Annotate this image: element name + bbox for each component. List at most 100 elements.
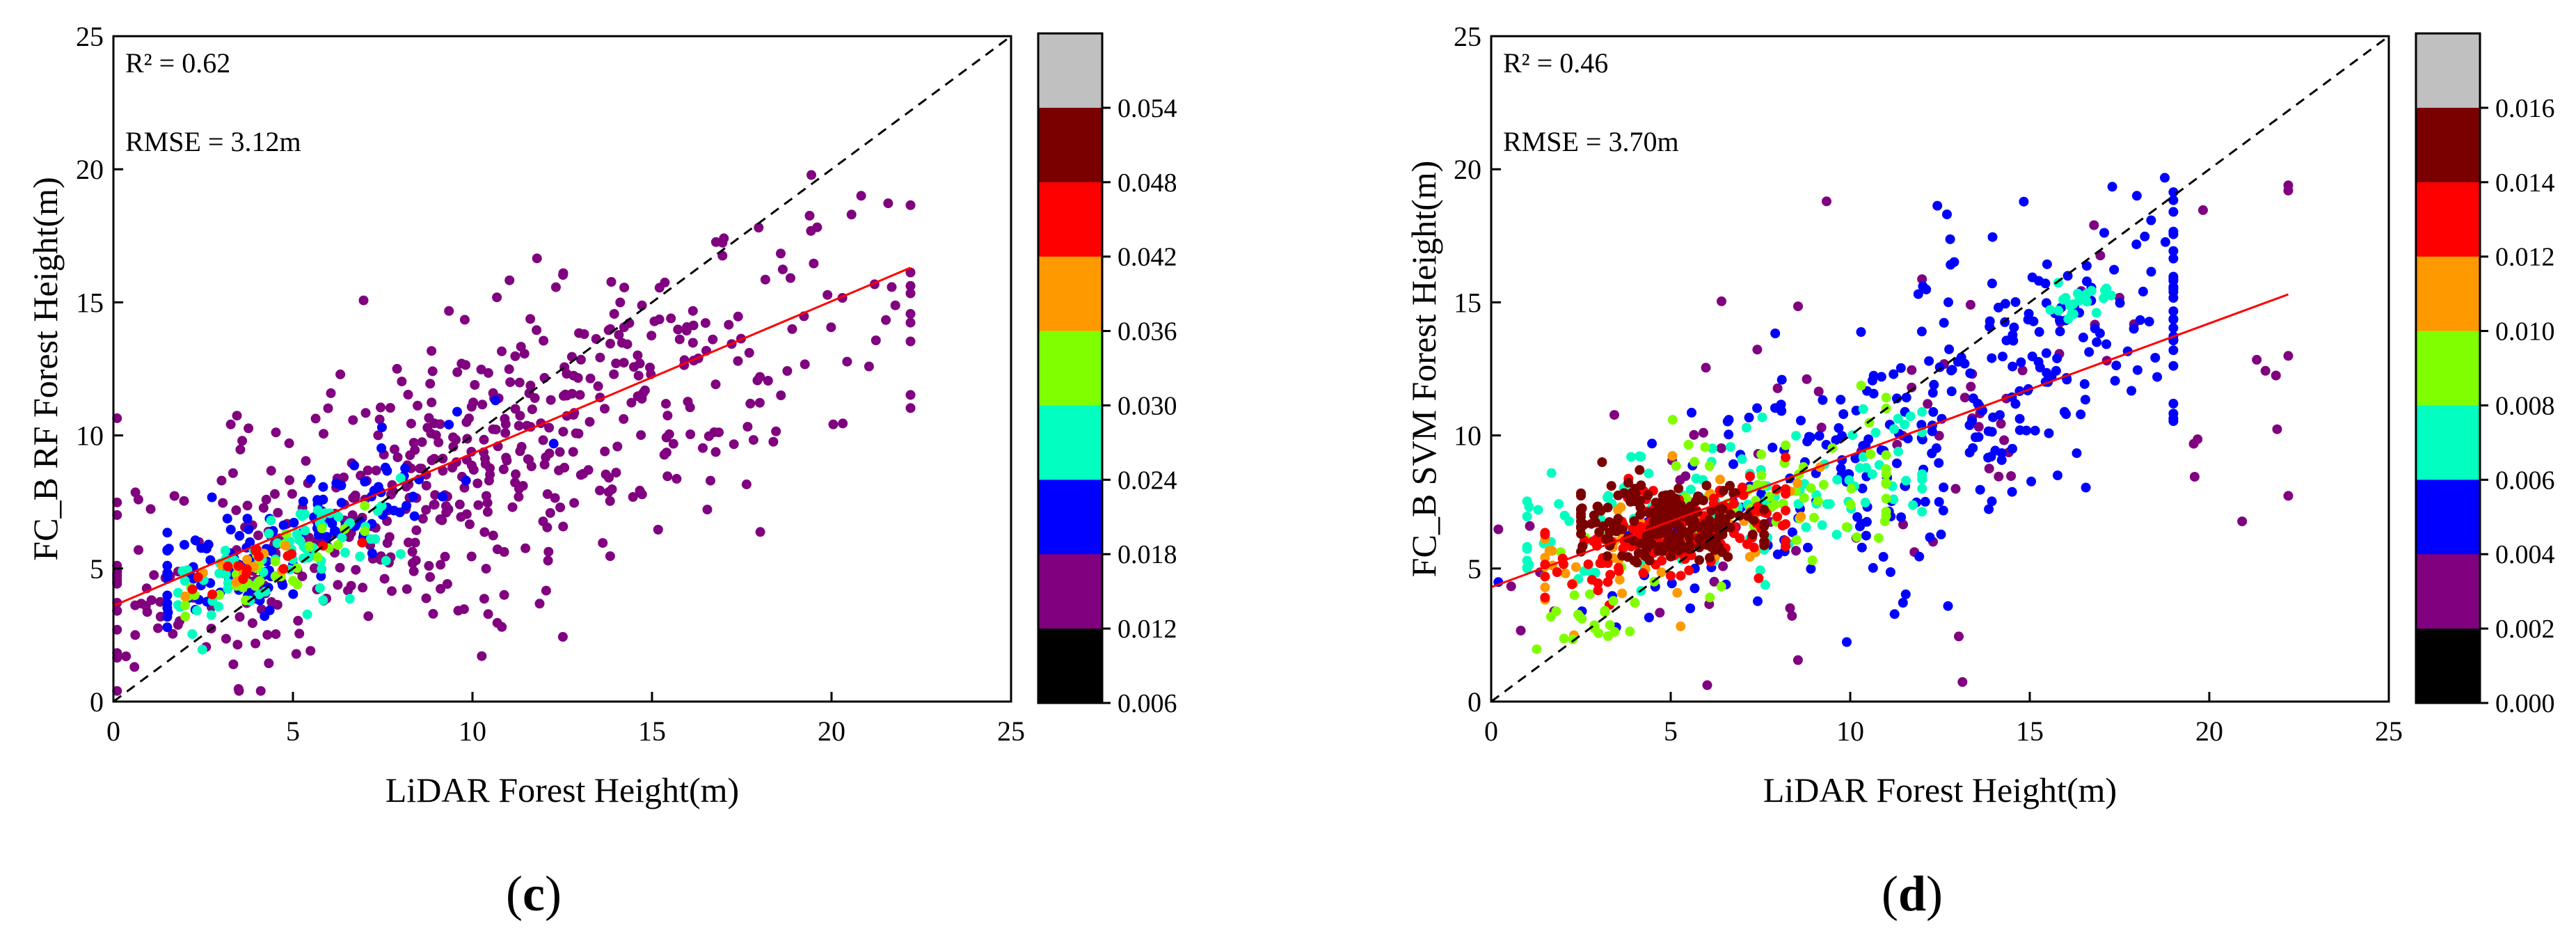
scatter-point bbox=[180, 611, 191, 622]
scatter-point bbox=[842, 356, 852, 367]
scatter-point bbox=[162, 569, 173, 579]
scatter-point bbox=[280, 541, 291, 551]
x-tick-label: 15 bbox=[2016, 715, 2044, 747]
scatter-point bbox=[1939, 317, 1949, 328]
scatter-point bbox=[1925, 532, 1935, 542]
scatter-point bbox=[525, 380, 536, 390]
scatter-point bbox=[1525, 521, 1535, 531]
scatter-point bbox=[2283, 180, 2293, 191]
scatter-point bbox=[415, 464, 425, 474]
scatter-point bbox=[2168, 253, 2179, 264]
scatter-point bbox=[1957, 677, 1968, 687]
scatter-point bbox=[1757, 412, 1767, 422]
scatter-point bbox=[1936, 529, 1946, 539]
scatter-point bbox=[337, 532, 347, 543]
scatter-point bbox=[1662, 537, 1673, 548]
scatter-point bbox=[335, 562, 345, 573]
scatter-point bbox=[2101, 339, 2112, 349]
scatter-point bbox=[427, 346, 437, 356]
scatter-point bbox=[605, 551, 615, 562]
scatter-points-c bbox=[112, 170, 916, 696]
scatter-point bbox=[1685, 603, 1696, 613]
scatter-point bbox=[425, 572, 436, 582]
scatter-point bbox=[550, 282, 561, 292]
scatter-point bbox=[1842, 637, 1852, 647]
scatter-point bbox=[355, 551, 365, 562]
scatter-point bbox=[483, 609, 493, 619]
scatter-point bbox=[214, 590, 225, 600]
scatter-point bbox=[228, 468, 238, 478]
scatter-point bbox=[1646, 539, 1657, 549]
scatter-point bbox=[1767, 443, 1778, 452]
scatter-point bbox=[112, 653, 122, 663]
scatter-point bbox=[336, 498, 347, 508]
scatter-point bbox=[499, 547, 509, 557]
scatter-point bbox=[1792, 655, 1803, 665]
scatter-point bbox=[1753, 596, 1763, 606]
plot-frame-c bbox=[112, 35, 1012, 703]
scatter-point bbox=[1860, 498, 1870, 507]
scatter-point bbox=[1626, 452, 1636, 462]
scatter-point bbox=[1994, 302, 2003, 313]
scatter-point bbox=[1950, 484, 1961, 494]
scatter-point bbox=[466, 402, 477, 412]
scatter-point bbox=[2168, 195, 2179, 205]
scatter-point bbox=[1796, 416, 1806, 426]
scatter-point bbox=[1609, 410, 1619, 420]
scatter-point bbox=[1868, 388, 1879, 399]
scatter-point bbox=[768, 436, 779, 447]
scatter-point bbox=[1728, 498, 1739, 509]
scatter-point bbox=[1647, 438, 1657, 449]
scatter-point bbox=[1817, 520, 1827, 530]
scatter-point bbox=[346, 580, 356, 591]
scatter-point bbox=[429, 500, 439, 510]
scatter-point bbox=[546, 395, 556, 405]
scatter-point bbox=[304, 541, 315, 551]
scatter-point bbox=[1755, 565, 1765, 576]
scatter-point bbox=[1813, 496, 1823, 507]
scatter-point bbox=[1644, 468, 1654, 479]
scatter-point bbox=[335, 369, 346, 379]
scatter-point bbox=[1554, 499, 1564, 509]
scatter-point bbox=[507, 502, 518, 512]
scatter-point bbox=[2055, 315, 2065, 326]
scatter-point bbox=[1889, 369, 1899, 379]
scatter-point bbox=[1685, 484, 1696, 495]
scatter-point bbox=[604, 473, 614, 483]
scatter-point bbox=[1744, 412, 1754, 422]
scatter-point bbox=[363, 465, 373, 475]
scatter-point bbox=[2026, 476, 2037, 487]
scatter-point bbox=[2072, 448, 2082, 459]
scatter-point bbox=[1939, 482, 1949, 493]
scatter-point bbox=[1770, 403, 1780, 413]
scatter-point bbox=[130, 600, 141, 610]
scatter-point bbox=[1705, 592, 1715, 603]
scatter-point bbox=[1617, 524, 1628, 535]
scatter-point bbox=[514, 420, 524, 431]
scatter-point bbox=[2030, 425, 2040, 436]
colorbar-swatch bbox=[1038, 107, 1102, 183]
scatter-point bbox=[240, 595, 251, 606]
colorbar-swatch bbox=[2416, 480, 2480, 555]
scatter-point bbox=[374, 414, 385, 425]
scatter-point bbox=[278, 564, 289, 574]
scatter-point bbox=[319, 429, 328, 439]
scatter-point bbox=[350, 490, 360, 500]
scatter-point bbox=[1625, 626, 1635, 637]
scatter-point bbox=[421, 480, 431, 491]
colorbar-swatch bbox=[2416, 628, 2480, 704]
scatter-point bbox=[661, 399, 671, 409]
scatter-point bbox=[270, 556, 280, 567]
scatter-point bbox=[1900, 420, 1909, 429]
scatter-point bbox=[1892, 393, 1902, 404]
colorbar-swatch bbox=[1038, 554, 1102, 629]
scatter-point bbox=[444, 306, 454, 316]
scatter-point bbox=[2168, 323, 2179, 333]
colorbar-label: 0.012 bbox=[2495, 243, 2555, 272]
scatter-point bbox=[1726, 442, 1735, 452]
scatter-point bbox=[525, 314, 536, 324]
scatter-point bbox=[905, 390, 916, 400]
scatter-point bbox=[1673, 483, 1684, 493]
scatter-point bbox=[301, 456, 311, 466]
scatter-point bbox=[1885, 567, 1895, 577]
